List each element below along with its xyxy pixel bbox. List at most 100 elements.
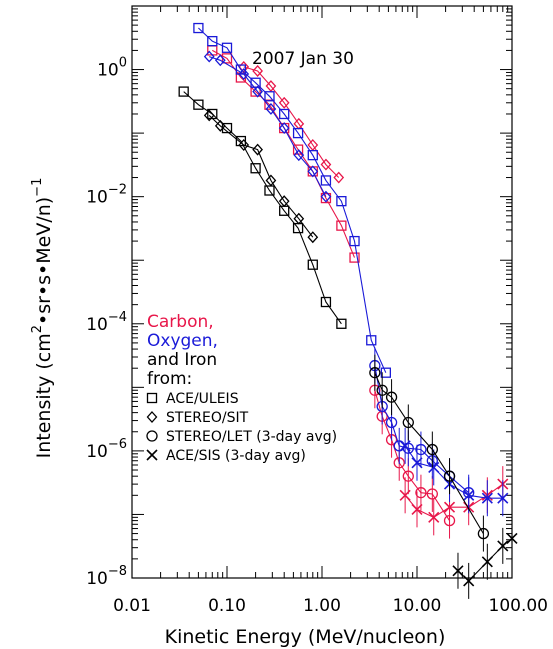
data-point [292,127,304,139]
x-tick-label: 0.01 [113,596,151,616]
data-point [463,575,475,587]
data-point [293,212,305,225]
data-point [307,259,318,270]
data-point [203,109,215,122]
x-tick-label: 100.00 [489,596,548,616]
y-tick-label: 10−2 [86,183,127,208]
y-tick-label: 10−6 [86,437,127,462]
data-point [203,50,215,63]
data-point [278,122,290,135]
data-point [336,220,347,231]
series-oxygen-square [193,22,391,378]
data-point [265,102,277,115]
x-tick-label: 10.00 [393,596,442,616]
data-point [443,501,456,513]
data-point [452,565,464,577]
annotations: 2007 Jan 30 [252,49,354,69]
data-point [411,503,423,515]
data-point [411,457,423,469]
data-point [221,42,233,53]
data-point [207,35,218,47]
data-point [402,470,414,482]
series-carbon-square [207,45,360,263]
data-point [426,443,438,456]
data-point [385,416,398,429]
legend-word: Carbon, [147,312,214,332]
data-point [250,163,261,174]
data-point [320,158,332,171]
legend-label: STEREO/LET (3-day avg) [166,429,337,445]
series-line [209,56,327,197]
data-point [264,185,275,196]
data-point [426,488,438,500]
legend-label: STEREO/SIT [166,410,249,426]
data-point [320,296,332,308]
y-tick-label: 10−8 [86,564,127,589]
data-point [307,231,319,244]
data-point [193,22,204,34]
data-point [252,143,263,156]
legend-symbol [146,430,158,442]
data-point [428,461,440,473]
y-tick-label: 10−4 [86,310,127,335]
data-point [238,68,250,81]
data-point [349,235,360,247]
data-point [366,335,377,346]
data-point [415,443,427,456]
series-line [183,91,342,325]
data-point [369,367,381,379]
data-point [385,391,398,403]
y-axis-title: Intensity (cm2•sr•s•MeV/n)−1 [30,178,55,459]
legend-word: and Iron [147,350,217,370]
data-point [376,384,388,396]
data-point [415,487,427,499]
data-point [193,99,204,110]
series-line [374,365,470,494]
legend-symbol [146,449,158,461]
data-point [336,318,347,329]
series-line [374,390,450,521]
series-iron-square [178,86,347,329]
data-point [278,195,290,208]
series-carbon-diamond [238,60,345,184]
data-point [333,171,345,184]
series-iron-cross [452,520,518,599]
data-point [463,489,475,501]
data-point [402,416,414,429]
data-point [265,80,277,93]
data-point [481,492,493,504]
data-point [265,174,277,187]
data-point [399,440,411,452]
data-series [178,22,518,599]
data-point [279,108,290,120]
series-line [198,27,387,373]
legend-label: ACE/SIS (3-day avg) [166,448,306,464]
legend-symbol [146,392,158,404]
data-point [506,532,518,544]
data-point [349,252,360,263]
data-point [481,556,493,568]
data-point [497,540,509,552]
data-point [336,196,347,207]
data-point [252,85,263,98]
data-point [428,511,440,523]
data-point [238,139,250,151]
x-tick-label: 0.10 [208,596,246,616]
data-point [293,149,305,162]
data-point [214,54,226,67]
series-iron-diamond [203,109,319,244]
data-point [380,367,391,378]
data-point [207,45,218,56]
data-point [252,64,263,77]
x-tick-label: 1.00 [303,596,341,616]
legend-label: ACE/ULEIS [166,391,239,407]
series-oxygen-diamond [203,50,332,203]
data-point [399,489,411,501]
data-point [214,119,226,132]
series-iron-circle [369,354,490,552]
data-point [497,492,509,504]
data-point [443,470,456,482]
data-point [477,527,490,540]
